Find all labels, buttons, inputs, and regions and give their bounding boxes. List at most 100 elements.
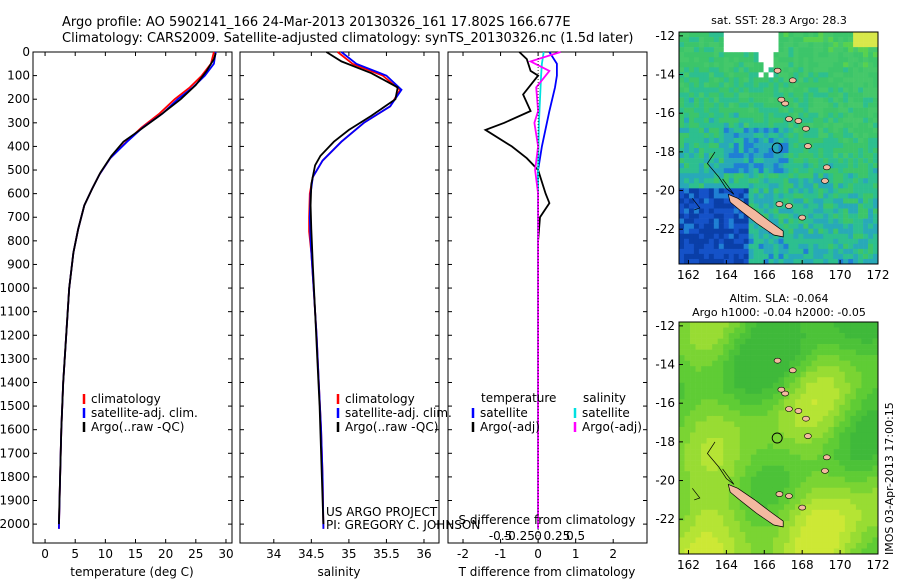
sla-cell [745,443,752,450]
sla-cell [795,537,801,544]
sla-cell [861,515,868,522]
sla-cell [712,366,718,373]
sla-map-subtitle: Argo h1000: -0.04 h2000: -0.05 [692,306,866,319]
sst-cell [813,203,819,209]
sst-cell [679,132,685,139]
sla-cell [817,432,824,439]
sst-cell [728,57,735,63]
x-tick-label: 34 [266,547,281,561]
sst-cell [708,233,715,240]
sst-cell [763,208,769,214]
sst-cell [833,198,839,204]
sla-cell [684,322,691,328]
sla-cell [822,443,829,450]
sla-cell [806,460,812,466]
sla-cell [728,426,735,433]
sla-cell [717,460,724,466]
sla-cell [784,542,790,549]
sla-cell [679,349,685,356]
sla-cell [839,388,846,395]
sla-cell [806,548,812,555]
sst-cell [783,248,789,255]
sla-cell [706,504,713,511]
sst-cell [863,37,869,43]
sla-cell [706,393,713,400]
sst-cell [688,193,695,199]
sst-cell [733,233,739,240]
sla-cell [761,487,768,494]
sla-cell [806,410,812,417]
sla-cell [706,515,713,522]
sla-cell [745,454,752,461]
map-x-tick-label: 172 [867,558,890,572]
sla-cell [778,382,785,389]
sst-cell [718,42,725,48]
series-line-satellite-adj-clim- [58,51,217,529]
sst-cell [713,57,720,63]
sla-cell [723,349,730,356]
sst-cell [868,238,874,245]
sla-cell [690,338,696,345]
sla-cell [679,327,685,334]
sla-cell [811,515,818,522]
sst-cell [743,243,749,250]
sst-cell [848,52,854,58]
sla-cell [866,482,873,489]
sst-cell [793,82,799,88]
sst-cell [733,148,739,154]
sla-cell [750,542,757,549]
sla-cell [695,388,702,395]
sla-cell [811,432,818,439]
sla-cell [679,509,685,516]
sla-cell [850,399,857,406]
sla-cell [778,399,785,406]
sst-cell [848,203,854,209]
sst-cell [783,198,789,204]
sst-cell [803,238,809,245]
sst-cell [808,148,814,154]
sla-cell [772,526,779,533]
sst-cell [833,243,839,250]
sla-cell [866,476,873,483]
sst-cell [803,173,809,179]
sst-cell [698,37,705,43]
sla-cell [723,410,730,417]
sst-cell [743,67,749,73]
sla-cell [855,438,862,444]
sla-cell [750,465,757,472]
sla-cell [745,465,752,472]
sst-cell [768,132,774,139]
sst-cell [853,248,859,255]
sla-cell [861,415,868,422]
sst-cell [703,163,710,169]
sla-cell [806,333,812,339]
sst-cell [808,87,814,93]
sla-cell [679,471,685,477]
sst-cell [823,37,829,43]
sla-cell [861,504,868,511]
sla-cell [828,520,835,527]
sla-cell [872,526,879,533]
sla-cell [723,388,730,395]
sst-cell [788,198,794,204]
sla-cell [706,344,713,350]
sst-cell [793,47,799,53]
sla-cell [806,504,812,511]
sla-cell [855,487,862,494]
sla-cell [861,410,868,417]
sst-cell [743,188,749,194]
sst-cell [758,127,764,134]
sst-cell [778,173,784,179]
sst-cell [818,107,824,113]
sst-cell [808,258,814,265]
sst-cell [863,203,869,209]
sst-cell [803,122,809,129]
sla-cell [684,482,691,489]
sla-cell [706,476,713,483]
sla-cell [833,515,840,522]
sla-cell [739,410,746,417]
sla-cell [701,454,707,461]
sst-cell [713,137,720,144]
sst-cell [818,148,824,154]
sla-cell [828,449,835,455]
